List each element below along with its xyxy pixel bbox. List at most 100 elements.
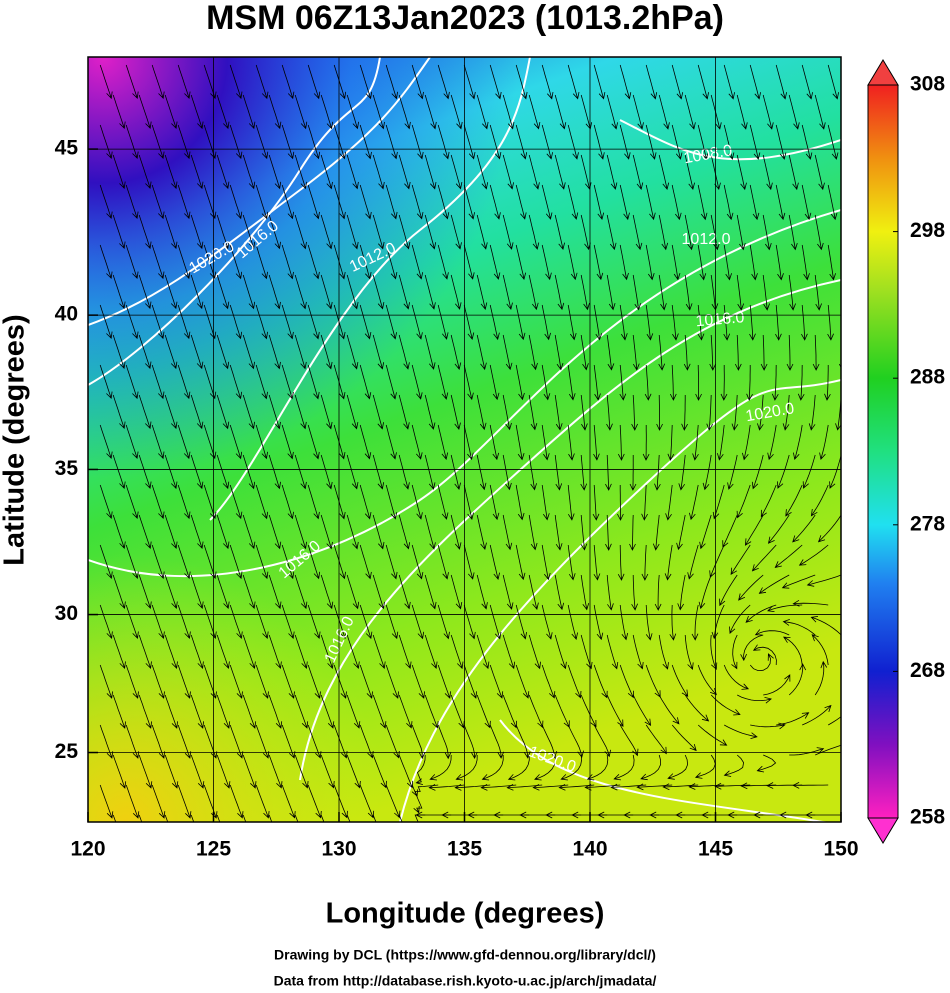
streamline <box>619 184 630 221</box>
streamline <box>372 94 385 130</box>
streamline <box>255 424 268 460</box>
streamline <box>723 244 732 281</box>
streamline <box>151 184 165 220</box>
streamline <box>333 784 348 819</box>
streamline <box>489 304 500 341</box>
streamline <box>268 454 281 490</box>
streamline <box>541 664 556 699</box>
y-tick-label: 35 <box>55 457 79 480</box>
streamline <box>281 64 295 100</box>
streamline <box>740 782 777 790</box>
streamline <box>723 64 735 100</box>
streamline <box>606 334 615 371</box>
streamline <box>281 664 295 699</box>
streamline <box>710 634 718 671</box>
streamline <box>112 154 126 190</box>
streamline <box>242 214 256 250</box>
streamline <box>151 64 165 100</box>
streamline <box>723 184 734 221</box>
streamline <box>164 214 178 250</box>
streamline <box>683 334 691 371</box>
streamline <box>654 574 662 611</box>
streamline <box>385 184 398 220</box>
streamline <box>792 599 829 607</box>
streamline <box>801 64 813 100</box>
streamline <box>203 244 217 280</box>
streamline <box>775 304 782 341</box>
streamline <box>629 455 637 491</box>
streamline <box>138 94 152 130</box>
streamline <box>709 334 717 371</box>
streamline <box>606 94 618 130</box>
streamline <box>541 184 553 220</box>
streamline <box>112 394 126 430</box>
streamline <box>112 814 117 822</box>
streamline <box>437 304 449 340</box>
streamline <box>749 304 756 341</box>
streamline <box>450 694 465 729</box>
streamline <box>372 154 385 190</box>
streamline <box>640 754 661 781</box>
streamline <box>294 754 309 789</box>
streamline <box>658 694 680 725</box>
streamline <box>515 304 526 341</box>
streamline <box>450 334 462 370</box>
streamline <box>307 784 322 819</box>
streamline <box>281 484 294 520</box>
streamline <box>742 424 751 461</box>
streamline <box>411 124 424 160</box>
streamline <box>112 94 126 130</box>
streamline <box>411 244 424 280</box>
streamline <box>411 604 425 640</box>
streamline <box>752 644 777 666</box>
streamline <box>164 274 178 310</box>
streamline <box>793 424 803 461</box>
streamline <box>463 604 476 640</box>
streamline <box>827 124 839 160</box>
streamline <box>775 124 787 160</box>
streamline <box>112 574 126 609</box>
streamline <box>684 94 696 130</box>
streamline <box>437 184 450 220</box>
streamline <box>762 154 773 191</box>
streamline <box>411 664 425 699</box>
streamline <box>307 364 320 400</box>
streamline <box>554 574 565 611</box>
streamline <box>671 724 697 752</box>
streamline <box>437 544 449 580</box>
streamline <box>528 214 540 250</box>
streamline <box>463 664 477 699</box>
streamline <box>320 694 335 729</box>
streamline <box>749 184 760 221</box>
streamline <box>229 604 243 640</box>
streamline <box>190 634 204 669</box>
streamline <box>125 124 139 160</box>
streamline <box>359 304 372 340</box>
streamline <box>528 634 541 670</box>
streamline <box>151 244 165 280</box>
streamline <box>255 184 269 220</box>
streamline <box>802 454 816 489</box>
colorbar-tick-label: 268 <box>910 659 945 682</box>
streamline <box>255 364 268 400</box>
streamline <box>359 604 373 640</box>
streamline <box>359 364 372 400</box>
streamline <box>736 274 745 311</box>
streamline <box>164 334 178 370</box>
streamline <box>151 124 165 160</box>
streamline <box>177 304 191 340</box>
streamline <box>112 514 126 550</box>
streamline <box>827 64 839 100</box>
streamline <box>567 484 575 521</box>
streamline <box>502 574 514 610</box>
y-axis-label: Latitude (degrees) <box>0 314 31 565</box>
streamline <box>385 124 398 160</box>
streamline <box>372 634 386 670</box>
streamline <box>729 604 751 635</box>
streamline <box>164 754 179 789</box>
streamline <box>645 64 658 100</box>
streamline <box>632 274 642 311</box>
streamline <box>437 664 451 699</box>
streamline <box>229 424 243 460</box>
streamline <box>415 754 426 785</box>
